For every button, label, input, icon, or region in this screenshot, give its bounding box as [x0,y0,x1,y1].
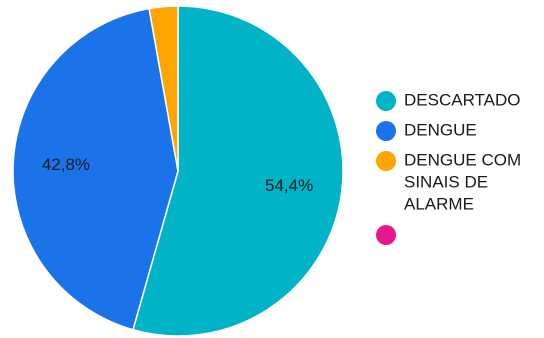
legend-marker-dengue-com-sinais-de-alarme [376,151,396,171]
legend: DESCARTADO DENGUE DENGUE COM SINAIS DE ALARM… [376,90,521,245]
pie-slices [12,5,344,337]
legend-item-descartado: DESCARTADO [376,90,521,111]
legend-marker-descartado [376,91,396,111]
slice-dengue [12,7,179,331]
legend-item-unlabeled-3 [376,225,396,245]
legend-item-dengue-com-sinais-de-alarme: DENGUE COM SINAIS DE ALARME [376,150,521,213]
legend-item-dengue: DENGUE [376,120,477,141]
legend-label-dengue-com-sinais-de-alarme: SINAIS DE [404,172,488,191]
slice-label-dengue: 42,8% [42,155,90,174]
slice-dengue-com-sinais-de-alarme [148,5,179,172]
slice-labels: 54,4% 42,8% [42,155,313,195]
legend-label-descartado: DESCARTADO [404,90,521,109]
legend-label-dengue-com-sinais-de-alarme: ALARME [404,194,474,213]
legend-marker-unlabeled-3 [376,225,396,245]
legend-label-dengue: DENGUE [404,120,477,139]
slice-label-descartado: 54,4% [265,176,313,195]
legend-marker-dengue [376,121,396,141]
slice-descartado [132,5,344,337]
legend-label-dengue-com-sinais-de-alarme: DENGUE COM [404,150,521,169]
